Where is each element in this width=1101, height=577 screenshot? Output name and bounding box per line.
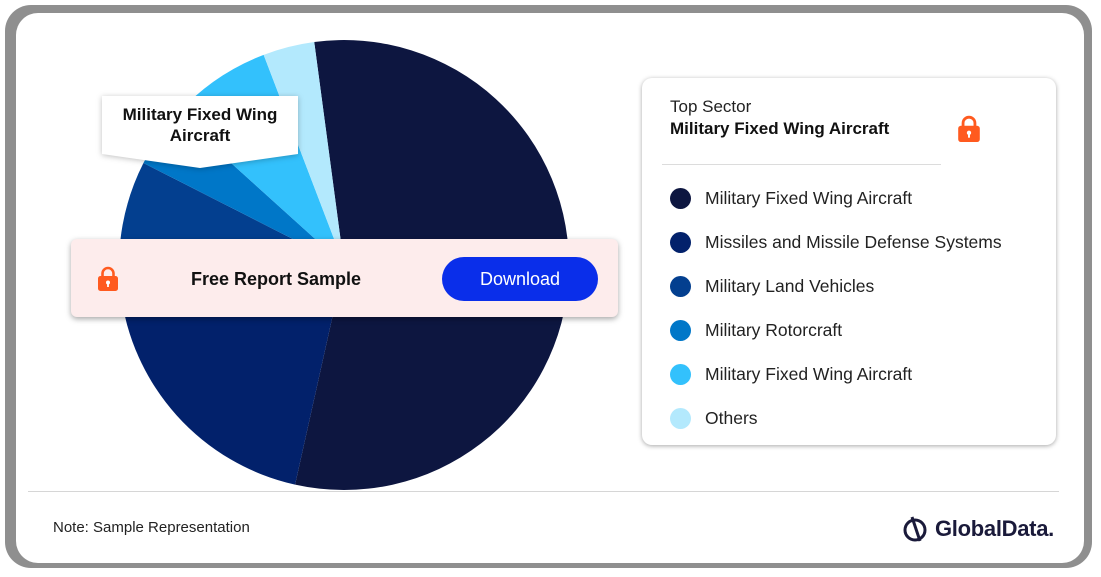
pie-callout-tail (102, 154, 298, 168)
legend-label: Military Rotorcraft (705, 319, 843, 340)
legend-label: Military Land Vehicles (705, 275, 875, 296)
legend: Military Fixed Wing Aircraft Missiles and… (670, 176, 1002, 440)
pie-callout: Military Fixed Wing Aircraft (102, 96, 298, 168)
legend-item: Others (670, 396, 1002, 440)
footnote: Note: Sample Representation (53, 519, 250, 536)
legend-item: Military Fixed Wing Aircraft (670, 176, 1002, 220)
legend-item: Missiles and Missile Defense Systems (670, 220, 1002, 264)
legend-swatch (670, 363, 691, 385)
lock-icon (98, 266, 118, 296)
download-button[interactable]: Download (442, 257, 598, 301)
legend-label: Military Fixed Wing Aircraft (705, 363, 913, 384)
logo-text: GlobalData. (935, 516, 1054, 541)
free-report-banner: Free Report Sample Download (71, 239, 618, 317)
legend-swatch (670, 187, 691, 209)
legend-swatch (670, 319, 691, 341)
legend-swatch (670, 275, 691, 297)
legend-swatch (670, 407, 691, 429)
top-sector-label: Top Sector (670, 97, 752, 116)
legend-item: Military Land Vehicles (670, 264, 1002, 308)
globaldata-logo-icon (903, 516, 927, 542)
legend-label: Military Fixed Wing Aircraft (705, 187, 913, 208)
legend-swatch (670, 231, 691, 253)
globaldata-logo[interactable]: GlobalData. (903, 515, 1054, 543)
banner-title: Free Report Sample (191, 269, 362, 289)
top-sector-value: Military Fixed Wing Aircraft (670, 119, 890, 138)
pie-slice (120, 265, 345, 485)
pie-callout-label: Military Fixed Wing Aircraft (102, 96, 298, 154)
legend-card: Top Sector Military Fixed Wing Aircraft … (642, 78, 1056, 445)
legend-divider (662, 164, 941, 165)
legend-item: Military Fixed Wing Aircraft (670, 352, 1002, 396)
footer-divider (28, 491, 1059, 492)
legend-label: Missiles and Missile Defense Systems (705, 231, 1002, 252)
legend-label: Others (705, 407, 758, 428)
lock-icon (958, 115, 980, 147)
legend-item: Military Rotorcraft (670, 308, 1002, 352)
